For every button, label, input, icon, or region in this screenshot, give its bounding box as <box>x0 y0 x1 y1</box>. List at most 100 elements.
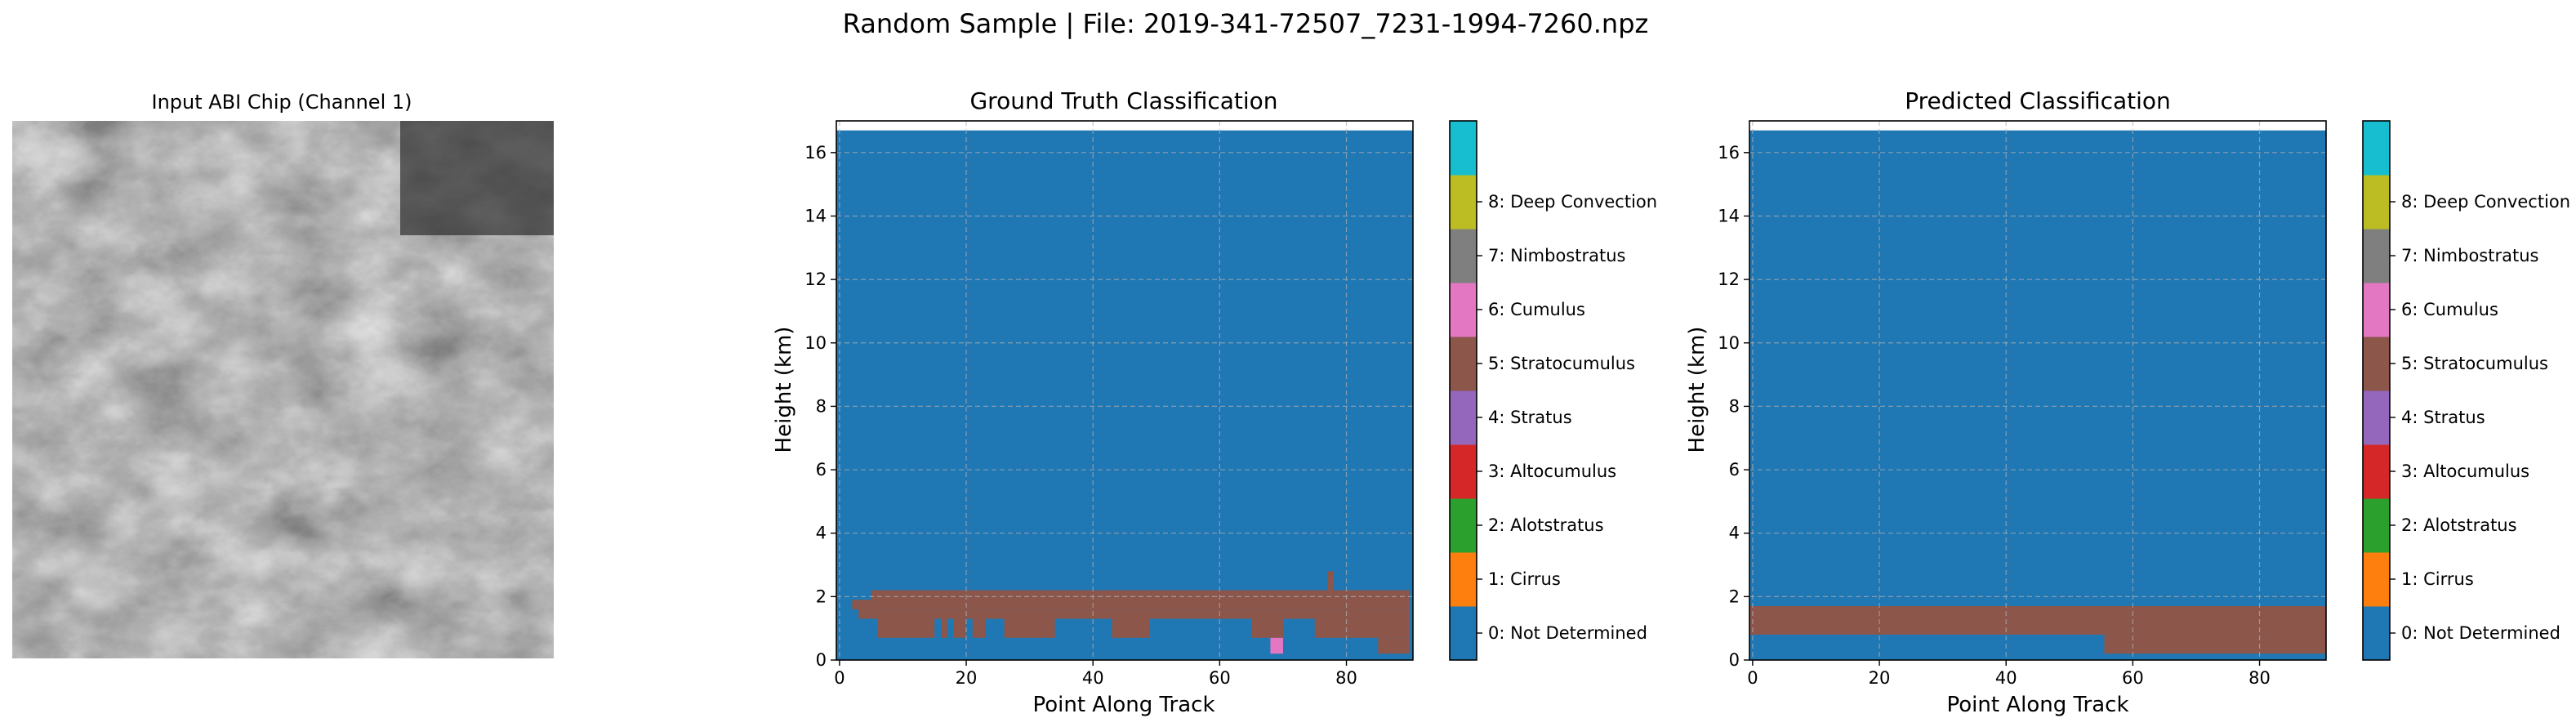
class-region <box>871 596 1411 609</box>
colorbar-bin <box>1450 390 1477 445</box>
colorbar-bin <box>2363 229 2390 283</box>
y-tick-label: 12 <box>804 270 827 289</box>
class-region <box>871 590 1411 597</box>
chart-title: Ground Truth Classification <box>969 87 1277 114</box>
class-region <box>871 609 1411 619</box>
y-axis-label: Height (km) <box>1685 327 1709 453</box>
x-tick-label: 20 <box>956 668 978 688</box>
x-tick-label: 40 <box>1082 668 1104 688</box>
class-region <box>877 618 935 638</box>
colorbar-bin <box>1450 121 1477 176</box>
colorbar-label: 5: Stratocumulus <box>1488 354 1635 373</box>
colorbar: 0: Not Determined 1: Cirrus 2: Alotstratus… <box>1449 120 1657 661</box>
colorbar-frame <box>1449 120 1477 661</box>
heatmap-plot-area: 0 20 40 60 80 0 2 4 6 8 10 12 14 16 <box>1718 120 2327 688</box>
y-tick-label: 0 <box>816 650 827 670</box>
class-region <box>1378 637 1411 654</box>
y-tick-label: 4 <box>1729 524 1740 543</box>
colorbar-bin <box>2363 337 2390 391</box>
class-region <box>2104 634 2326 654</box>
colorbar-label: 8: Deep Convection <box>2401 192 2570 212</box>
y-tick-label: 16 <box>804 143 827 163</box>
x-tick-label: 40 <box>1995 668 2017 688</box>
colorbar-label: 6: Cumulus <box>2401 300 2498 319</box>
y-tick-label: 14 <box>804 206 827 225</box>
y-tick-label: 2 <box>816 587 827 606</box>
class-region <box>1112 618 1151 638</box>
colorbar-bin <box>2363 444 2390 499</box>
colorbar-label: 3: Altocumulus <box>2401 462 2529 481</box>
y-tick-label: 8 <box>816 396 827 416</box>
y-tick-label: 10 <box>804 333 827 353</box>
class-region <box>953 618 967 638</box>
colorbar-bin <box>1450 444 1477 499</box>
class-region <box>1004 618 1055 638</box>
class-region <box>1314 618 1411 638</box>
class-region <box>852 600 859 609</box>
colorbar-label: 6: Cumulus <box>1488 300 1585 319</box>
axes-frame <box>836 120 1414 661</box>
input-abi-image <box>12 121 554 658</box>
class-region <box>1327 571 1335 591</box>
y-tick-label: 14 <box>1718 206 1740 225</box>
class-field-background <box>1749 130 2326 660</box>
y-tick-label: 8 <box>1729 396 1740 416</box>
class-region <box>972 618 986 638</box>
colorbar-label: 1: Cirrus <box>1488 569 1561 589</box>
x-tick-label: 20 <box>1869 668 1891 688</box>
x-tick-label: 60 <box>1209 668 1231 688</box>
class-region <box>858 600 871 619</box>
y-tick-label: 6 <box>1729 460 1740 479</box>
colorbar-bin <box>1450 175 1477 230</box>
x-axis-label: Point Along Track <box>1946 693 2128 717</box>
y-tick-label: 4 <box>816 524 827 543</box>
x-tick-label: 0 <box>834 668 845 688</box>
y-axis-label: Height (km) <box>772 327 796 453</box>
colorbar-label: 0: Not Determined <box>1488 623 1647 643</box>
class-region <box>941 618 947 638</box>
y-tick-label: 10 <box>1718 333 1740 353</box>
y-tick-label: 6 <box>816 460 827 479</box>
x-tick-label: 60 <box>2122 668 2144 688</box>
colorbar-bin <box>2363 552 2390 607</box>
class-region <box>1270 637 1283 654</box>
figure-suptitle: Random Sample | File: 2019-341-72507_723… <box>843 8 1649 39</box>
colorbar-bin <box>2363 175 2390 230</box>
axes-frame <box>1749 120 2327 661</box>
colorbar-label: 4: Stratus <box>1488 408 1572 427</box>
colorbar-bin <box>1450 552 1477 607</box>
colorbar-label: 5: Stratocumulus <box>2401 354 2548 373</box>
colorbar-frame <box>2362 120 2391 661</box>
colorbar-label: 2: Alotstratus <box>2401 515 2517 535</box>
class-region <box>1749 606 2326 635</box>
colorbar-label: 2: Alotstratus <box>1488 515 1604 535</box>
colorbar-label: 0: Not Determined <box>2401 623 2560 643</box>
ground-truth-chart: Ground Truth Classification Point Along … <box>772 87 1657 717</box>
colorbar-bin <box>1450 229 1477 283</box>
y-tick-label: 12 <box>1718 270 1740 289</box>
colorbar: 0: Not Determined 1: Cirrus 2: Alotstratus… <box>2362 120 2570 661</box>
y-tick-label: 2 <box>1729 587 1740 606</box>
colorbar-bin <box>2363 283 2390 337</box>
x-tick-label: 0 <box>1747 668 1758 688</box>
colorbar-label: 3: Altocumulus <box>1488 462 1616 481</box>
predicted-chart: Predicted Classification Point Along Tra… <box>1685 87 2570 717</box>
colorbar-bin <box>1450 337 1477 391</box>
class-region <box>1251 618 1283 638</box>
colorbar-bin <box>1450 606 1477 661</box>
colorbar-bin <box>2363 390 2390 445</box>
colorbar-bin <box>1450 498 1477 553</box>
colorbar-bin <box>2363 498 2390 553</box>
colorbar-bin <box>1450 283 1477 337</box>
y-tick-label: 0 <box>1729 650 1740 670</box>
heatmap-plot-area: 0 20 40 60 80 0 2 4 6 8 10 12 14 16 <box>804 120 1414 688</box>
x-tick-label: 80 <box>1335 668 1357 688</box>
input-panel-title: Input ABI Chip (Channel 1) <box>151 91 412 114</box>
y-tick-label: 16 <box>1718 143 1740 163</box>
colorbar-label: 7: Nimbostratus <box>1488 246 1625 265</box>
colorbar-label: 8: Deep Convection <box>1488 192 1657 212</box>
colorbar-label: 1: Cirrus <box>2401 569 2474 589</box>
x-tick-label: 80 <box>2248 668 2271 688</box>
x-axis-label: Point Along Track <box>1032 693 1214 717</box>
